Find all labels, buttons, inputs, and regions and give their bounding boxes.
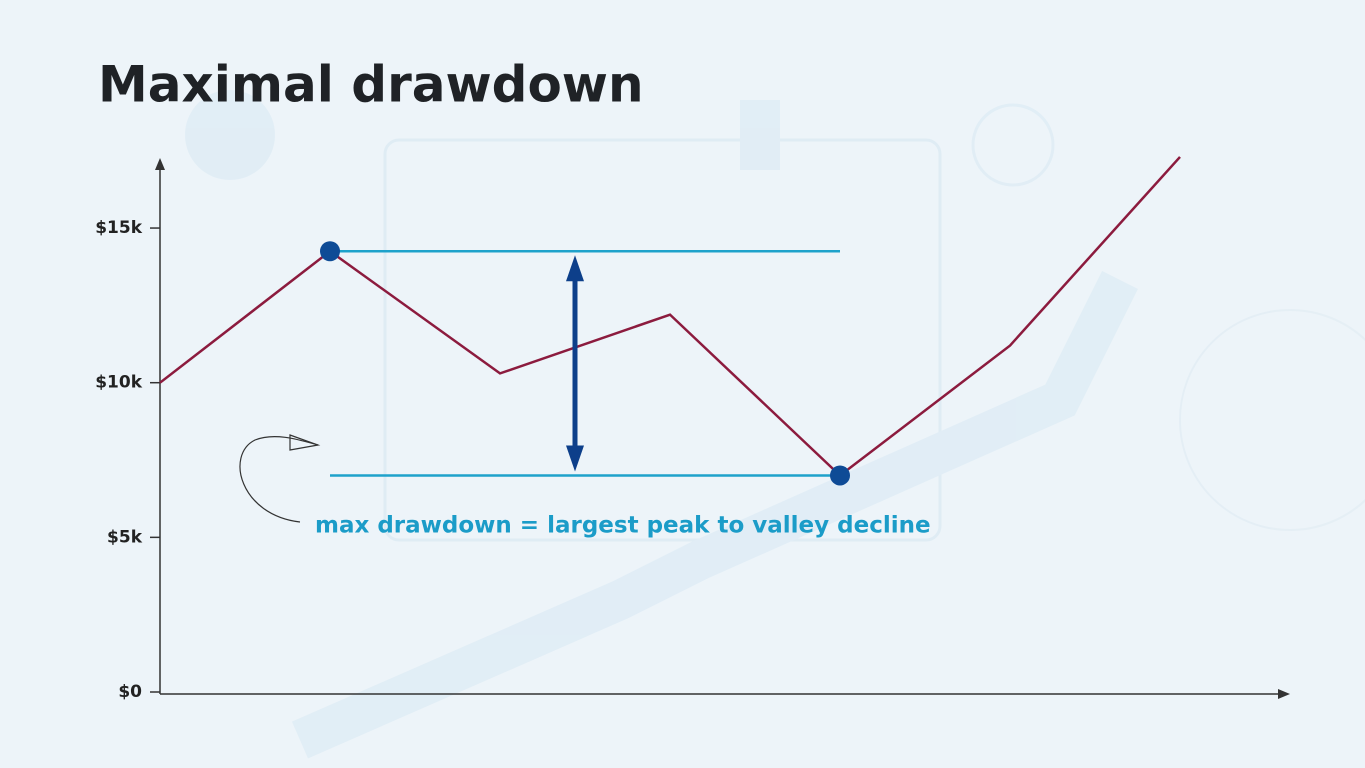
y-tick-label: $0 — [118, 682, 142, 702]
arrow-head-top — [566, 255, 584, 282]
y-axis-arrow — [155, 158, 165, 170]
y-tick-label: $10k — [95, 373, 142, 393]
peak-marker — [320, 241, 340, 262]
hand-arrow — [239, 436, 319, 523]
annotation: max drawdown = largest peak to valley de… — [315, 513, 931, 539]
x-axis-arrow — [1278, 689, 1290, 699]
y-tick-label: $15k — [95, 218, 142, 238]
valley-marker — [830, 465, 850, 486]
background-decor — [185, 90, 1365, 759]
hand-arrow-head — [289, 434, 321, 451]
arrow-head-bottom — [566, 445, 584, 472]
y-tick-label: $5k — [107, 527, 143, 547]
chart-title: Maximal drawdown — [98, 56, 644, 114]
